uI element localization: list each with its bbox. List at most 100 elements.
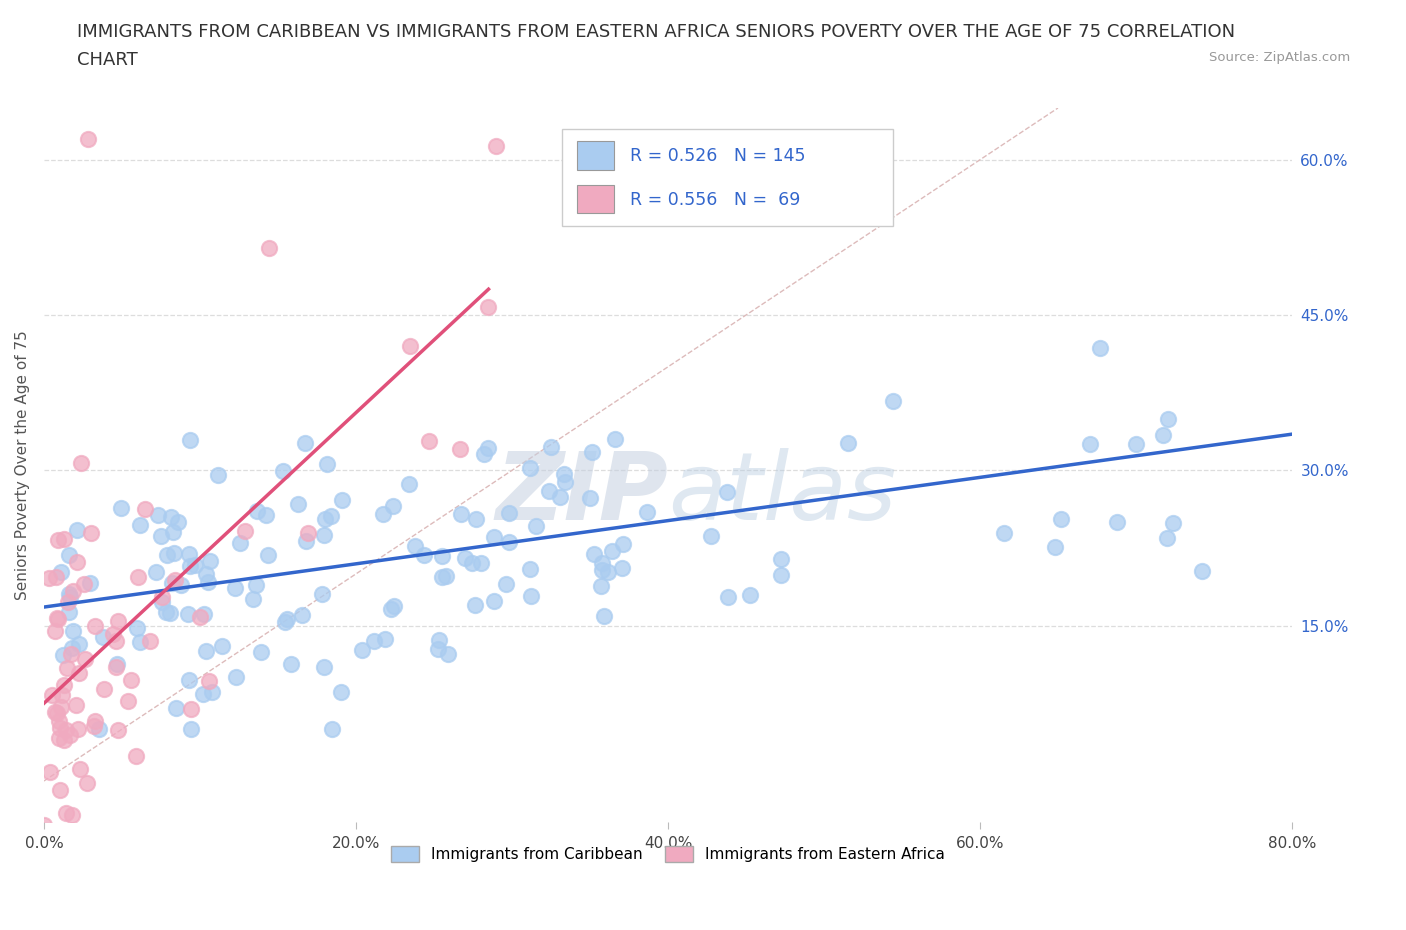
Point [46,532,69,547]
Point [482,529,505,544]
Point [591,555,613,570]
Point [160,576,183,591]
Point [717,590,740,604]
Point [593,608,616,623]
Point [612,537,634,551]
Point [104,634,127,649]
Point [553,466,575,481]
Point [225,669,247,684]
Point [60,808,83,823]
Point [53,532,76,547]
Point [418,434,440,449]
Point [495,577,517,591]
Point [404,538,426,553]
Point [1049,512,1071,526]
Point [470,555,492,570]
Point [524,519,547,534]
Point [56,660,79,675]
Point [41,687,63,702]
Point [38,571,60,586]
Point [184,558,207,573]
Point [56,836,79,851]
Point [46,611,69,626]
Point [636,504,658,519]
Point [93,681,115,696]
Point [167,514,190,529]
Point [58,548,80,563]
Point [554,474,576,489]
Point [498,506,520,521]
Text: R = 0.526   N = 145: R = 0.526 N = 145 [630,148,806,166]
Y-axis label: Seniors Poverty Over the Age of 75: Seniors Poverty Over the Age of 75 [15,330,30,600]
FancyBboxPatch shape [576,141,614,170]
Point [69,762,91,777]
Point [58,587,80,602]
Point [740,588,762,603]
Point [191,686,214,701]
Point [193,606,215,621]
Point [51,687,73,702]
Point [52,733,75,748]
Point [67,722,90,737]
Point [146,507,169,522]
Point [60,641,83,656]
Point [156,547,179,562]
Point [197,575,219,590]
Point [612,561,634,576]
Point [32,817,55,832]
Point [155,604,177,619]
Point [311,587,333,602]
Point [105,657,128,671]
Point [312,528,335,543]
Point [55,806,77,821]
Point [162,525,184,539]
Point [89,722,111,737]
Point [84,713,107,728]
Text: CHART: CHART [77,51,138,69]
Point [291,607,314,622]
Point [44,705,66,720]
Point [426,642,449,657]
Point [250,644,273,659]
Point [53,678,76,693]
Point [519,461,541,476]
Point [197,673,219,688]
Point [79,576,101,591]
Text: atlas: atlas [668,448,896,539]
Point [581,445,603,459]
Point [211,638,233,653]
Point [1043,539,1066,554]
Point [1125,436,1147,451]
Point [598,565,620,579]
Point [67,666,90,681]
Point [537,484,560,498]
Point [314,512,336,526]
Point [179,547,201,562]
Point [107,614,129,629]
Point [700,528,723,543]
Point [254,508,277,523]
Point [179,672,201,687]
Point [716,485,738,500]
Point [65,523,87,538]
Point [190,609,212,624]
Point [294,435,316,450]
Point [1152,428,1174,443]
Point [316,457,339,472]
Point [59,727,82,742]
Legend: Immigrants from Caribbean, Immigrants from Eastern Africa: Immigrants from Caribbean, Immigrants fr… [385,840,950,869]
Point [276,612,298,627]
Point [605,432,627,446]
Point [49,700,72,715]
Point [498,535,520,550]
Point [363,633,385,648]
Point [245,503,267,518]
Point [591,563,613,578]
Point [201,684,224,699]
Point [129,634,152,649]
Text: Source: ZipAtlas.com: Source: ZipAtlas.com [1209,51,1350,64]
Point [482,593,505,608]
Point [224,580,246,595]
Point [76,776,98,790]
Point [46,706,69,721]
